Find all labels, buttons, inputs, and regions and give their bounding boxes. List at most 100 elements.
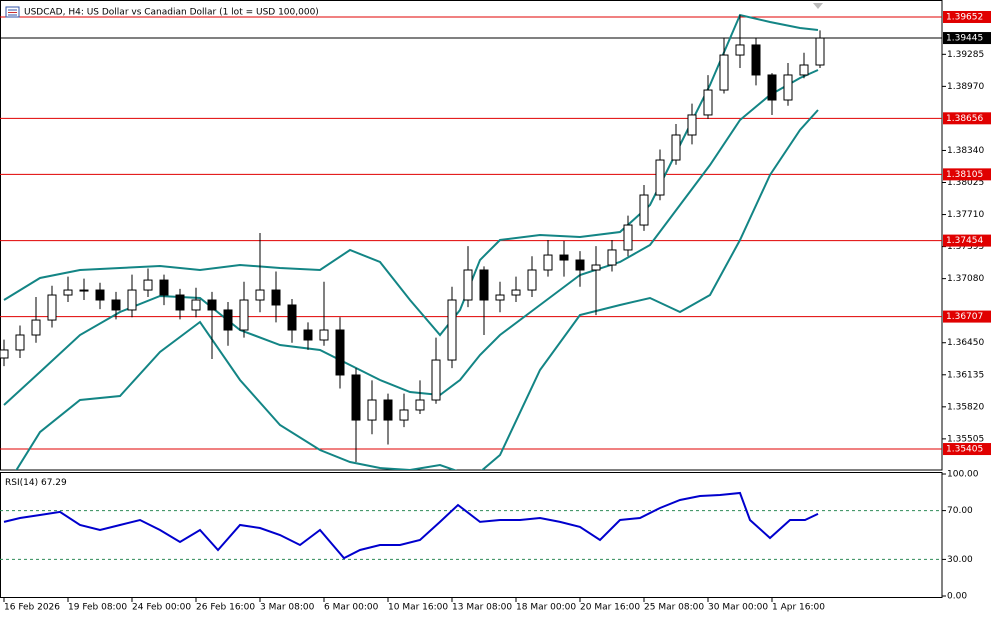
- candle-body: [351, 374, 361, 421]
- candle-body: [367, 399, 377, 421]
- chart-title: USDCAD, H4: US Dollar vs Canadian Dollar…: [24, 8, 319, 18]
- y-tick-label: 1.37710: [947, 210, 984, 220]
- candle-body: [15, 334, 25, 351]
- y-tick-label: 1.36135: [947, 370, 984, 380]
- x-tick-label: 20 Mar 16:00: [580, 603, 640, 613]
- candle-body: [271, 289, 281, 306]
- candle-body: [0, 349, 9, 359]
- candle-body: [543, 254, 553, 271]
- candle-body: [335, 329, 345, 376]
- candle-body: [799, 64, 809, 76]
- candle-body: [111, 299, 121, 311]
- level-label: 1.39652: [946, 12, 983, 22]
- candle-body: [447, 299, 457, 361]
- candle-body: [431, 359, 441, 401]
- rsi-line: [3, 491, 819, 560]
- shift-marker: [813, 3, 823, 9]
- candle-body: [783, 74, 793, 101]
- candle-body: [303, 329, 313, 341]
- x-tick-label: 25 Mar 08:00: [644, 603, 704, 613]
- rsi-pane: [0, 472, 943, 598]
- candle-body: [575, 259, 585, 271]
- level-label-bg: [943, 310, 991, 323]
- candle-body: [95, 289, 105, 301]
- candle-body: [319, 329, 329, 341]
- symbol-icon: [5, 6, 20, 18]
- candle-body: [143, 279, 153, 291]
- candle-body: [31, 319, 41, 336]
- x-tick-label: 24 Feb 00:00: [132, 603, 191, 613]
- level-label: 1.36707: [946, 312, 983, 322]
- level-label-bg: [943, 10, 991, 23]
- rsi-current: 67.29: [41, 478, 67, 488]
- candle-body: [591, 264, 601, 271]
- candle-body: [559, 254, 569, 261]
- x-tick-label: 3 Mar 08:00: [260, 603, 315, 613]
- y-tick-label: 1.38970: [947, 82, 984, 92]
- candle-body: [383, 399, 393, 421]
- candle-body: [671, 134, 681, 161]
- y-tick-label: 1.39285: [947, 50, 984, 60]
- y-tick-label: 100.00: [947, 470, 979, 480]
- candle-body: [495, 294, 505, 301]
- candle-body: [719, 54, 729, 91]
- candle-body: [47, 294, 57, 321]
- candle-body: [655, 159, 665, 196]
- candle-body: [815, 37, 825, 66]
- candle-body: [767, 74, 777, 101]
- axes: 1.39285 1.38970 1.38340 1.38025 1.37710 1.373…: [3, 10, 991, 613]
- candle-body: [79, 289, 89, 292]
- y-tick-label: 0.00: [947, 592, 967, 602]
- candle-body: [639, 194, 649, 226]
- level-label-bg: [943, 168, 991, 181]
- y-tick-label: 1.37395: [947, 242, 984, 252]
- x-tick-label: 1 Apr 16:00: [772, 603, 825, 613]
- candle-body: [399, 409, 409, 421]
- x-tick-label: 19 Feb 08:00: [68, 603, 127, 613]
- level-label-bg: [943, 443, 991, 456]
- candle-body: [223, 309, 233, 331]
- candle-body: [623, 224, 633, 251]
- candle-body: [255, 289, 265, 301]
- price-label: 1.39445: [946, 34, 983, 44]
- level-label: 1.38656: [946, 114, 983, 124]
- band-line: [15, 109, 819, 470]
- level-label-bg: [943, 112, 991, 125]
- price-label-bg: [943, 32, 991, 45]
- candle-body: [735, 44, 745, 56]
- y-tick-label: 1.38340: [947, 146, 984, 156]
- rsi-name: RSI(14): [5, 478, 38, 488]
- x-tick-label: 18 Mar 00:00: [516, 603, 576, 613]
- candle-body: [527, 269, 537, 291]
- candle-body: [159, 279, 169, 296]
- candle-body: [63, 289, 73, 296]
- x-tick-label: 10 Mar 16:00: [388, 603, 448, 613]
- main-plot: [0, 13, 942, 470]
- candle-body: [287, 304, 297, 331]
- candle-body: [703, 89, 713, 116]
- level-label: 1.37454: [946, 236, 983, 246]
- x-tick-label: 30 Mar 00:00: [708, 603, 768, 613]
- y-tick-label: 1.38025: [947, 178, 984, 188]
- y-tick-label: 1.35820: [947, 402, 984, 412]
- rsi-plot: [0, 491, 942, 560]
- rsi-title: RSI(14) 67.29: [5, 478, 67, 488]
- candle-body: [751, 44, 761, 76]
- x-tick-label: 6 Mar 00:00: [324, 603, 379, 613]
- level-label: 1.38105: [946, 170, 983, 180]
- y-tick-label: 1.35505: [947, 434, 984, 444]
- candle-body: [191, 299, 201, 311]
- level-label: 1.35405: [946, 445, 983, 455]
- candle-body: [511, 289, 521, 296]
- x-tick-label: 26 Feb 16:00: [196, 603, 255, 613]
- y-tick-label: 1.37080: [947, 274, 984, 284]
- y-tick-label: 1.36450: [947, 338, 984, 348]
- x-tick-label: 16 Feb 2026: [4, 603, 60, 613]
- candle-body: [607, 249, 617, 266]
- y-tick-label: 30.00: [947, 555, 973, 565]
- candle-body: [479, 269, 489, 301]
- candle-body: [687, 114, 697, 136]
- candle-body: [127, 289, 137, 311]
